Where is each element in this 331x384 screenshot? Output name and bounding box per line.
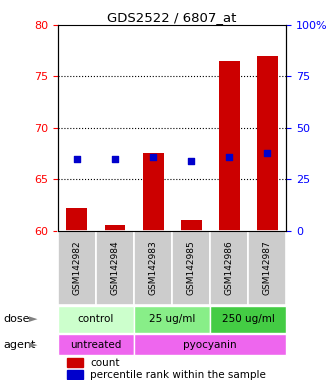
Text: dose: dose	[3, 314, 30, 324]
Point	[112, 156, 118, 162]
Bar	[58, 231, 96, 305]
Text: untreated: untreated	[70, 339, 122, 350]
Point	[226, 154, 232, 160]
Bar	[67, 371, 83, 379]
Bar	[210, 306, 286, 333]
Bar	[67, 208, 87, 231]
Bar	[172, 231, 210, 305]
Point	[188, 157, 194, 164]
Bar	[257, 56, 278, 231]
Bar	[96, 231, 134, 305]
Text: GSM142986: GSM142986	[225, 241, 234, 295]
Bar	[58, 334, 134, 356]
Text: 250 ug/ml: 250 ug/ml	[222, 314, 275, 324]
Text: GSM142984: GSM142984	[111, 241, 119, 295]
Point	[264, 151, 270, 157]
Bar	[134, 306, 210, 333]
Text: GSM142982: GSM142982	[72, 241, 81, 295]
Text: GSM142987: GSM142987	[263, 241, 272, 295]
Point	[74, 156, 79, 162]
Bar	[134, 334, 286, 356]
Title: GDS2522 / 6807_at: GDS2522 / 6807_at	[108, 11, 237, 24]
Bar	[210, 231, 248, 305]
Text: agent: agent	[3, 339, 36, 350]
Bar	[143, 154, 164, 231]
Bar	[67, 358, 83, 367]
Text: ►: ►	[29, 314, 37, 324]
Text: 25 ug/ml: 25 ug/ml	[149, 314, 195, 324]
Bar	[248, 231, 286, 305]
Text: GSM142985: GSM142985	[187, 241, 196, 295]
Text: control: control	[78, 314, 114, 324]
Bar	[105, 225, 125, 231]
Text: pyocyanin: pyocyanin	[183, 339, 237, 350]
Bar	[134, 231, 172, 305]
Bar	[181, 220, 202, 231]
Text: count: count	[90, 358, 119, 367]
Point	[150, 154, 156, 160]
Text: percentile rank within the sample: percentile rank within the sample	[90, 370, 266, 380]
Text: ►: ►	[29, 339, 37, 350]
Bar	[219, 61, 240, 231]
Bar	[58, 306, 134, 333]
Text: GSM142983: GSM142983	[149, 241, 158, 295]
